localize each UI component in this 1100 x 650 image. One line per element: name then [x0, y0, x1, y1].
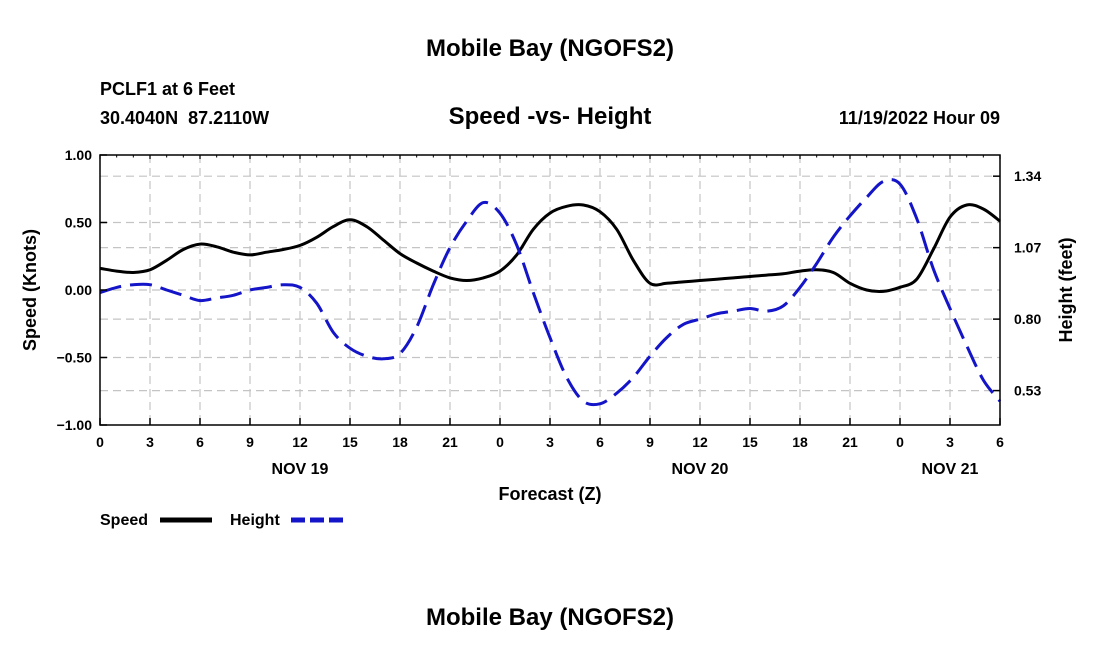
main-title: Mobile Bay (NGOFS2): [426, 35, 674, 62]
repeated-title: Mobile Bay (NGOFS2): [426, 604, 674, 631]
series-line-speed: [99, 203, 1001, 294]
x-tick-label: 12: [692, 434, 708, 450]
legend-height-label: Height: [230, 512, 280, 529]
forecast-datetime: 11/19/2022 Hour 09: [839, 108, 1000, 128]
y-left-tick-label: 1.00: [65, 147, 92, 163]
x-tick-label: 3: [146, 434, 154, 450]
y-left-tick-label: −1.00: [57, 417, 93, 433]
x-tick-label: 21: [842, 434, 858, 450]
x-tick-label: 15: [742, 434, 758, 450]
x-tick-label: 0: [496, 434, 504, 450]
y-right-tick-label: 1.34: [1014, 168, 1041, 184]
chart-title: Speed -vs- Height: [449, 103, 652, 130]
series-line-height: [99, 178, 1002, 407]
x-tick-label: 9: [646, 434, 654, 450]
day-label: NOV 19: [272, 461, 329, 478]
y-left-tick-label: 0.50: [65, 215, 92, 231]
legend: Speed Height: [100, 512, 343, 529]
x-tick-label: 6: [596, 434, 604, 450]
x-tick-label: 21: [442, 434, 458, 450]
day-label: NOV 21: [922, 461, 979, 478]
y-right-tick-label: 0.80: [1014, 311, 1041, 327]
x-tick-label: 3: [946, 434, 954, 450]
station-label: PCLF1 at 6 Feet: [100, 79, 235, 99]
day-label: NOV 20: [672, 461, 729, 478]
x-tick-label: 6: [196, 434, 204, 450]
y-left-tick-label: −0.50: [57, 350, 93, 366]
x-tick-label: 18: [792, 434, 808, 450]
grid-lines: [100, 155, 1000, 425]
x-tick-label: 15: [342, 434, 358, 450]
axes: 0 3 6 9 12 15 18 21 0 3 6 9 12 15 18 21 0 3 6 −1.00 −0.50 0.0…: [57, 147, 1042, 478]
x-tick-label: 0: [896, 434, 904, 450]
legend-speed-label: Speed: [100, 512, 148, 529]
x-tick-label: 18: [392, 434, 408, 450]
series-layer: [99, 178, 1002, 407]
x-axis-title: Forecast (Z): [498, 484, 601, 504]
y-axis-left-title: Speed (Knots): [20, 229, 40, 351]
y-right-tick-label: 0.53: [1014, 383, 1041, 399]
x-tick-label: 3: [546, 434, 554, 450]
x-tick-label: 9: [246, 434, 254, 450]
y-right-tick-label: 1.07: [1014, 240, 1041, 256]
y-left-tick-label: 0.00: [65, 282, 92, 298]
x-tick-label: 6: [996, 434, 1004, 450]
x-tick-label: 0: [96, 434, 104, 450]
y-axis-right-title: Height (feet): [1056, 238, 1076, 343]
x-tick-label: 12: [292, 434, 308, 450]
station-coords: 30.4040N 87.2110W: [100, 108, 269, 128]
